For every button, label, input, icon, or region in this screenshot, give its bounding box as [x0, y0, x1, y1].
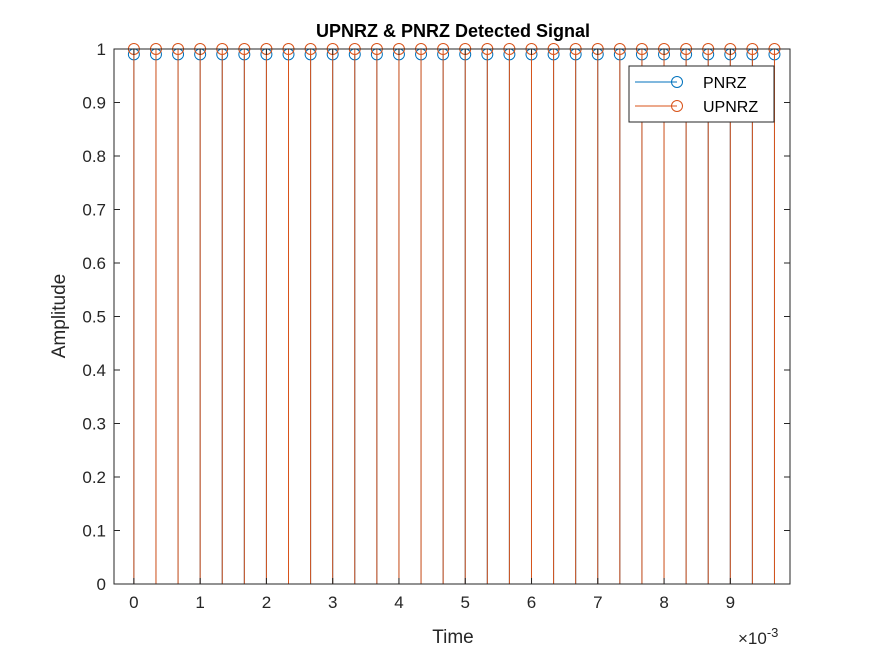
y-tick-label: 0.9 — [82, 94, 106, 113]
y-tick-label: 0.6 — [82, 254, 106, 273]
y-tick-label: 0.7 — [82, 201, 106, 220]
y-tick-label: 1 — [97, 40, 106, 59]
y-tick-label: 0.4 — [82, 361, 106, 380]
legend: PNRZ UPNRZ — [628, 65, 775, 123]
x-tick-label: 3 — [328, 593, 337, 612]
x-tick-label: 5 — [461, 593, 470, 612]
x-tick-label: 2 — [262, 593, 271, 612]
legend-marker — [671, 76, 683, 88]
y-tick-label: 0.1 — [82, 522, 106, 541]
legend-label: UPNRZ — [703, 99, 758, 116]
legend-label: PNRZ — [703, 75, 747, 92]
series-pnrz — [127, 48, 781, 584]
y-tick-label: 0.3 — [82, 415, 106, 434]
y-tick-label: 0 — [97, 575, 106, 594]
x-axis-title: Time — [432, 627, 474, 648]
legend-marker — [671, 100, 683, 112]
y-tick-label: 0.8 — [82, 147, 106, 166]
axes: 0 0.1 0.2 0.3 0.4 0.5 0.6 0.7 0.8 0.9 1 0 1 2 3 4 5 6 7 8 9 — [82, 40, 791, 612]
y-tick-label: 0.2 — [82, 468, 106, 487]
x-tick-label: 8 — [659, 593, 668, 612]
legend-box — [628, 65, 775, 123]
series-upnrz — [127, 43, 781, 584]
y-tick-label: 0.5 — [82, 308, 106, 327]
x-axis-exponent: ×10-3 — [738, 625, 778, 648]
x-tick-label: 4 — [394, 593, 403, 612]
y-axis-title: Amplitude — [49, 274, 70, 359]
x-tick-label: 1 — [195, 593, 204, 612]
x-tick-label: 9 — [726, 593, 735, 612]
x-tick-label: 7 — [593, 593, 602, 612]
x-tick-label: 6 — [527, 593, 536, 612]
axes-box — [113, 48, 791, 585]
x-tick-label: 0 — [129, 593, 138, 612]
chart-title: UPNRZ & PNRZ Detected Signal — [316, 21, 590, 41]
plot-area — [127, 43, 781, 584]
